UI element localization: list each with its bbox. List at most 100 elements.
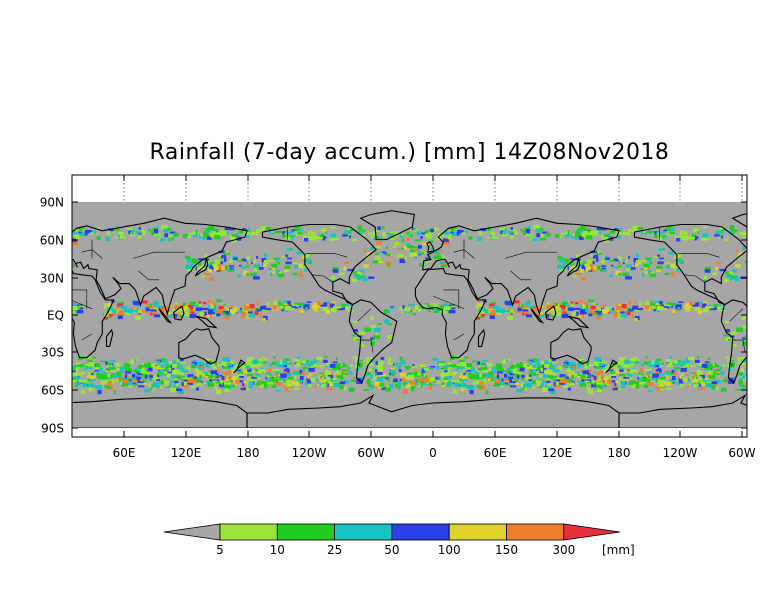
rain-cell — [69, 368, 72, 372]
rain-cell — [573, 307, 579, 310]
rain-cell — [410, 385, 416, 390]
rain-cell — [349, 364, 354, 367]
rain-cell — [588, 364, 594, 367]
rain-cell — [559, 369, 563, 371]
rain-cell — [110, 360, 116, 362]
rain-cell — [643, 267, 648, 270]
rain-cell — [446, 381, 453, 386]
rain-cell — [190, 258, 194, 263]
rain-cell — [590, 250, 597, 254]
rain-cell — [255, 373, 259, 377]
rain-cell — [355, 365, 358, 369]
rain-cell — [593, 254, 599, 258]
rain-cell — [72, 384, 74, 387]
rain-cell — [639, 259, 647, 262]
rain-cell — [688, 356, 695, 361]
rain-cell — [286, 383, 293, 387]
rain-cell — [495, 308, 500, 313]
rain-cell — [370, 337, 375, 340]
rain-cell — [500, 308, 506, 313]
colorbar-segment — [334, 523, 393, 541]
rain-cell — [267, 301, 270, 307]
rain-cell — [177, 390, 184, 394]
rain-cell — [226, 231, 229, 234]
rain-cell — [680, 373, 685, 376]
rain-cell — [115, 378, 119, 382]
rain-cell — [619, 368, 624, 372]
rain-cell — [443, 238, 450, 243]
rain-cell — [561, 313, 569, 319]
rain-cell — [327, 382, 330, 387]
rain-cell — [196, 362, 204, 366]
rain-cell — [241, 312, 246, 317]
rain-cell — [425, 375, 428, 380]
rain-cell — [593, 361, 601, 366]
rain-cell — [502, 370, 506, 372]
rain-cell — [72, 262, 75, 266]
rain-cell — [742, 385, 746, 390]
rain-cell — [655, 386, 658, 389]
rain-cell — [588, 299, 594, 303]
rain-cell — [729, 231, 735, 235]
coastline-sumatra — [158, 308, 173, 324]
rain-cell — [303, 254, 309, 257]
rain-cell — [679, 383, 684, 387]
rain-cell — [530, 367, 537, 370]
rain-cell — [205, 381, 211, 383]
rain-cell — [341, 369, 349, 372]
rain-cell — [695, 363, 703, 365]
rain-cell — [461, 375, 467, 380]
rain-cell — [684, 380, 688, 383]
rain-cell — [521, 303, 524, 308]
rain-cell — [689, 306, 695, 308]
colorbar-label: 300 — [552, 543, 575, 557]
rain-cell — [363, 389, 370, 391]
rain-cell — [619, 356, 626, 362]
rain-cell — [634, 315, 640, 321]
rain-cell — [602, 267, 606, 270]
rain-cell — [651, 376, 656, 379]
rain-cell — [285, 236, 291, 240]
coastline-greenland — [359, 210, 416, 241]
rain-cell — [523, 311, 529, 315]
rain-cell — [190, 307, 193, 310]
rain-cell — [221, 254, 227, 258]
rain-cell — [100, 360, 107, 363]
rain-cell — [654, 231, 657, 235]
rain-cell — [491, 236, 499, 239]
rain-cell — [209, 360, 213, 364]
rain-cell — [257, 380, 264, 384]
rain-cell — [334, 371, 342, 375]
rain-cell — [562, 263, 568, 268]
rain-cell — [311, 365, 316, 368]
rain-cell — [428, 309, 431, 313]
rain-cell — [658, 231, 664, 235]
rain-cell — [283, 301, 289, 306]
rain-cell — [399, 356, 403, 361]
rain-cell — [658, 248, 664, 251]
rain-cell — [740, 232, 747, 236]
rain-cell — [214, 232, 222, 237]
y-tick-label: 90N — [40, 196, 64, 210]
rain-cell — [492, 382, 495, 385]
rain-cell — [583, 231, 588, 235]
rain-cell — [478, 373, 482, 376]
rain-cell — [136, 305, 142, 308]
rain-cell — [489, 235, 493, 237]
rain-cell — [573, 382, 579, 384]
rain-cell — [261, 258, 267, 262]
rain-cell — [584, 364, 589, 369]
rain-cell — [182, 302, 187, 306]
rain-cell — [482, 360, 488, 362]
rain-cell — [584, 380, 589, 385]
rain-cell — [656, 269, 661, 272]
rain-cell — [375, 245, 381, 248]
rain-cell — [535, 380, 542, 383]
rain-cell — [354, 376, 357, 380]
rain-cell — [253, 264, 260, 269]
rain-cell — [579, 382, 587, 387]
rain-cell — [187, 374, 194, 379]
coastline-new-guinea — [196, 315, 218, 329]
rain-cell — [292, 272, 298, 276]
coastline-north-america — [261, 223, 378, 306]
